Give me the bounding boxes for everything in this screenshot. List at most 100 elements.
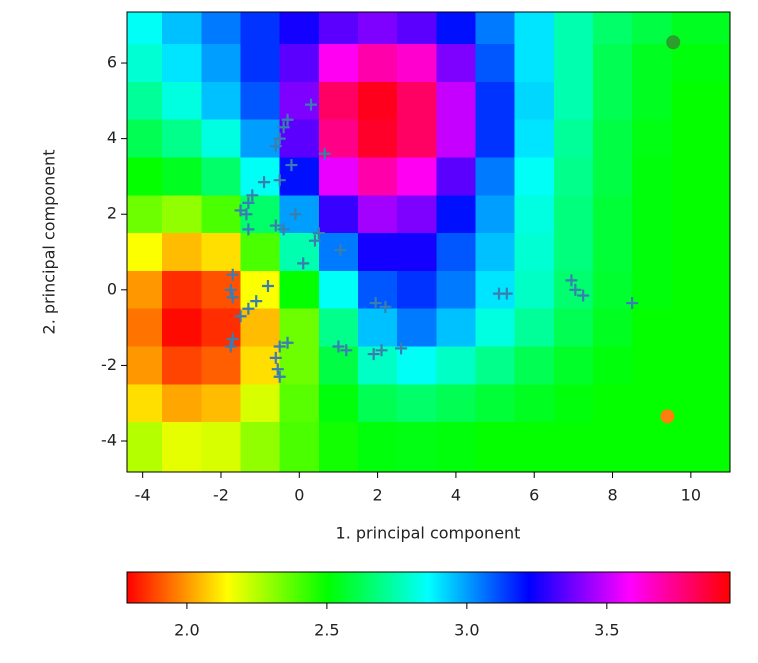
plus-marker (626, 297, 639, 310)
heatmap-cell (162, 346, 202, 385)
x-tick-label: -4 (135, 486, 151, 505)
plus-marker (289, 208, 302, 221)
heatmap-cell (592, 44, 633, 83)
heatmap-cell (397, 384, 437, 423)
heatmap-cell (201, 81, 242, 121)
heatmap-cell (475, 12, 516, 45)
heatmap-cell (318, 346, 359, 385)
plus-marker (273, 370, 286, 383)
plus-marker (224, 283, 237, 296)
heatmap-cell (162, 195, 202, 234)
plus-marker (269, 351, 282, 364)
x-tick-label: 6 (529, 486, 539, 505)
plus-marker (273, 174, 286, 187)
heatmap-cell (127, 346, 163, 385)
heatmap-cell (436, 44, 477, 83)
heatmap-cell (514, 12, 555, 45)
heatmap-cell (162, 12, 202, 45)
heatmap-cell (318, 384, 359, 423)
heatmap-cell (671, 308, 730, 348)
heatmap-cell (358, 422, 398, 472)
heatmap-cell (358, 346, 398, 385)
heatmap-cell (514, 308, 555, 348)
heatmap-cell (240, 81, 281, 121)
heatmap-cell (318, 195, 359, 234)
heatmap-cell (553, 422, 594, 472)
plus-marker (240, 208, 253, 221)
heatmap-cell (397, 270, 437, 310)
plus-marker (340, 344, 353, 357)
heatmap-cell (162, 157, 202, 196)
plus-marker (500, 287, 513, 300)
y-tick-label: 2 (107, 204, 117, 223)
heatmap-cell (671, 195, 730, 234)
heatmap-cell (592, 233, 633, 272)
heatmap-cell (436, 346, 477, 385)
colorbar-tick-label: 3.5 (594, 621, 619, 640)
plus-marker (271, 363, 284, 376)
colorbar (126, 571, 731, 604)
heatmap-cell (397, 346, 437, 385)
plus-marker (277, 121, 290, 134)
heatmap-cell (127, 308, 163, 348)
plus-marker (297, 257, 310, 270)
heatmap-cell (553, 195, 594, 234)
heatmap-cell (592, 346, 633, 385)
heatmap-cell (514, 422, 555, 472)
heatmap-cell (553, 384, 594, 423)
heatmap-cell (162, 422, 202, 472)
heatmap-cell (514, 270, 555, 310)
heatmap-cell (127, 384, 163, 423)
heatmap-cell (162, 81, 202, 121)
heatmap-cell (127, 233, 163, 272)
plus-marker (258, 176, 271, 189)
heatmap-cell (358, 119, 398, 159)
heatmap-cell (514, 44, 555, 83)
x-tick-label: -2 (213, 486, 229, 505)
plus-marker (577, 289, 590, 302)
plus-marker (234, 310, 247, 323)
heatmap-cell (514, 233, 555, 272)
heatmap-cell (397, 233, 437, 272)
heatmap-cell (397, 44, 437, 83)
heatmap-cell (127, 119, 163, 159)
scatter-layer (224, 35, 681, 424)
heatmap-cell (162, 270, 202, 310)
plus-marker (226, 268, 239, 281)
plus-marker (242, 302, 255, 315)
plus-marker (281, 336, 294, 349)
plus-marker (242, 223, 255, 236)
plus-marker (273, 132, 286, 145)
plus-marker (565, 274, 578, 287)
heatmap-cell (397, 422, 437, 472)
heatmap-cell (436, 233, 477, 272)
heatmap-cell (592, 308, 633, 348)
heatmap-cell (240, 270, 281, 310)
y-tick-label: -2 (101, 355, 117, 374)
heatmap-cell (436, 157, 477, 196)
heatmap-cell (279, 233, 320, 272)
plus-marker (273, 340, 286, 353)
heatmap-cell (514, 81, 555, 121)
heatmap-cell (279, 157, 320, 196)
heatmap-cell (162, 119, 202, 159)
plus-marker (305, 98, 318, 111)
heatmap-cell (318, 81, 359, 121)
heatmap-cell (162, 44, 202, 83)
y-tick-label: 4 (107, 128, 117, 147)
heatmap-cell (592, 119, 633, 159)
plus-marker (261, 280, 274, 293)
heatmap-cell (127, 270, 163, 310)
heatmap-cell (514, 195, 555, 234)
heatmap-cell (279, 81, 320, 121)
plus-marker (312, 227, 325, 240)
heatmap-cell (318, 44, 359, 83)
heatmap-cell (358, 384, 398, 423)
heatmap-cell (671, 422, 730, 472)
heatmap-cell (201, 195, 242, 234)
x-axis-label: 1. principal component (336, 524, 521, 543)
heatmap-cell (358, 308, 398, 348)
heatmap-cell (553, 44, 594, 83)
heatmap-cell (279, 270, 320, 310)
heatmap-cell (201, 346, 242, 385)
